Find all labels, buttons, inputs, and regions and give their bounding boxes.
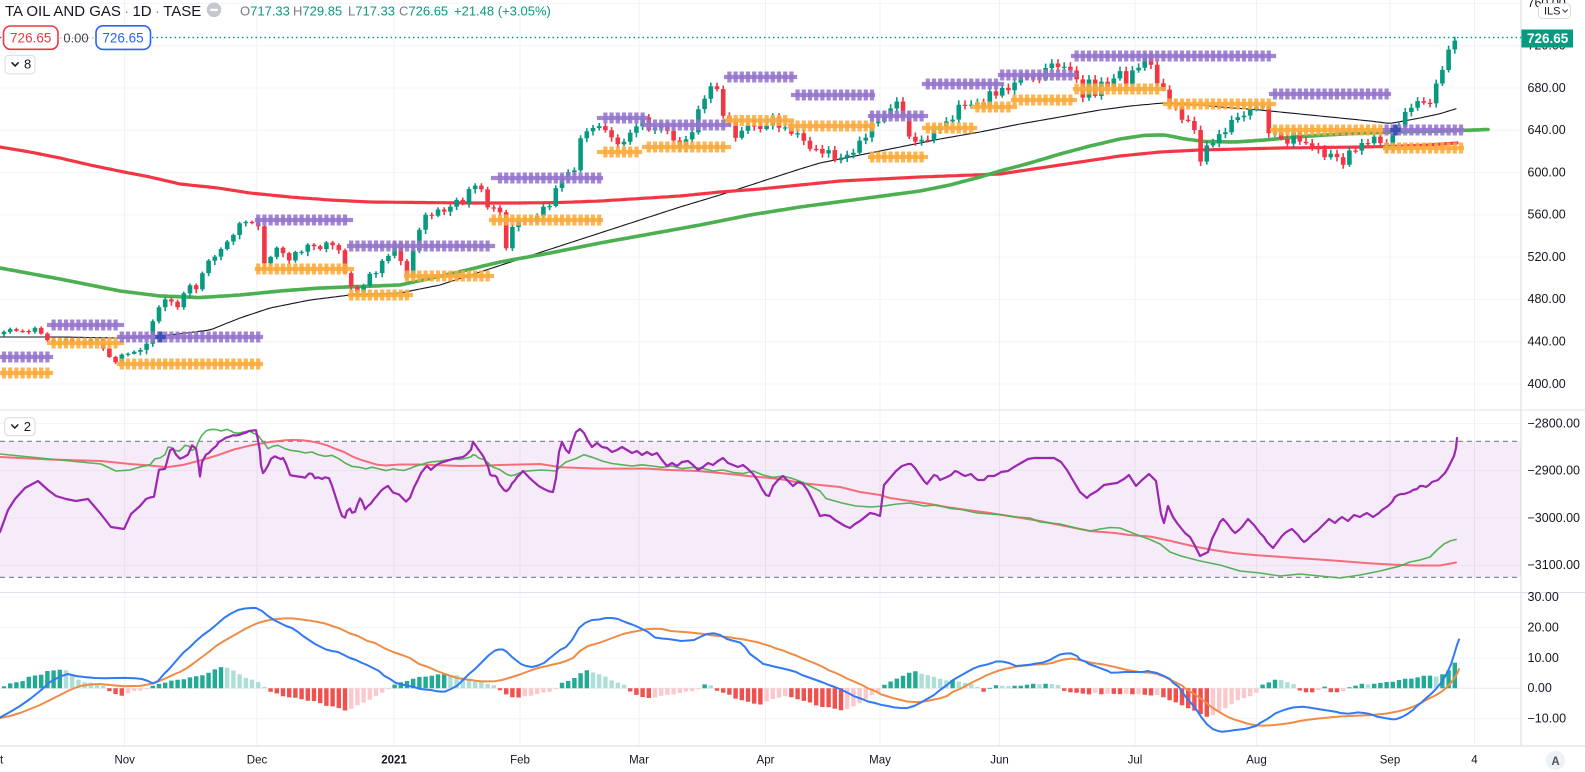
svg-text:520.00: 520.00	[1528, 250, 1566, 264]
svg-text:Feb: Feb	[510, 755, 530, 767]
svg-text:Dec: Dec	[247, 755, 268, 767]
svg-text:−3000.00: −3000.00	[1528, 511, 1581, 525]
svg-text:+21.48 (+3.05%): +21.48 (+3.05%)	[454, 4, 551, 19]
svg-text:−10.00: −10.00	[1528, 712, 1567, 726]
svg-text:Sep: Sep	[1380, 755, 1400, 767]
svg-text:726.65: 726.65	[102, 31, 143, 46]
svg-text:560.00: 560.00	[1528, 208, 1566, 222]
svg-text:640.00: 640.00	[1528, 123, 1566, 137]
svg-text:440.00: 440.00	[1528, 334, 1566, 348]
svg-text:600.00: 600.00	[1528, 165, 1566, 179]
svg-text:Jul: Jul	[1128, 755, 1143, 767]
svg-text:−2800.00: −2800.00	[1528, 416, 1581, 430]
svg-text:400.00: 400.00	[1528, 377, 1566, 391]
svg-text:−2900.00: −2900.00	[1528, 463, 1581, 477]
svg-text:May: May	[869, 755, 891, 767]
svg-text:10.00: 10.00	[1528, 651, 1559, 665]
svg-text:ILS: ILS	[1544, 6, 1561, 18]
svg-text:4: 4	[1471, 755, 1478, 767]
svg-text:30.00: 30.00	[1528, 590, 1559, 604]
svg-text:Mar: Mar	[629, 755, 649, 767]
svg-text:726.65: 726.65	[1527, 31, 1569, 46]
svg-text:t: t	[0, 755, 4, 767]
svg-text:726.65: 726.65	[10, 31, 51, 46]
svg-text:−3100.00: −3100.00	[1528, 558, 1581, 572]
svg-text:20.00: 20.00	[1528, 620, 1559, 634]
svg-text:8: 8	[24, 57, 31, 72]
svg-text:2021: 2021	[381, 755, 407, 767]
svg-text:O717.33: O717.33	[240, 4, 290, 19]
svg-text:A: A	[1551, 756, 1559, 768]
svg-text:C726.65: C726.65	[399, 4, 448, 19]
svg-text:480.00: 480.00	[1528, 292, 1566, 306]
svg-text:Nov: Nov	[114, 755, 135, 767]
svg-text:TA OIL AND GAS · 1D · TASE: TA OIL AND GAS · 1D · TASE	[5, 3, 201, 20]
svg-text:L717.33: L717.33	[348, 4, 395, 19]
svg-text:Jun: Jun	[990, 755, 1009, 767]
svg-text:0.00: 0.00	[1528, 681, 1552, 695]
svg-text:H729.85: H729.85	[293, 4, 342, 19]
svg-text:0.00: 0.00	[63, 30, 88, 45]
svg-text:2: 2	[24, 419, 31, 434]
svg-text:Aug: Aug	[1246, 755, 1266, 767]
svg-text:680.00: 680.00	[1528, 81, 1566, 95]
svg-text:Apr: Apr	[757, 755, 775, 767]
